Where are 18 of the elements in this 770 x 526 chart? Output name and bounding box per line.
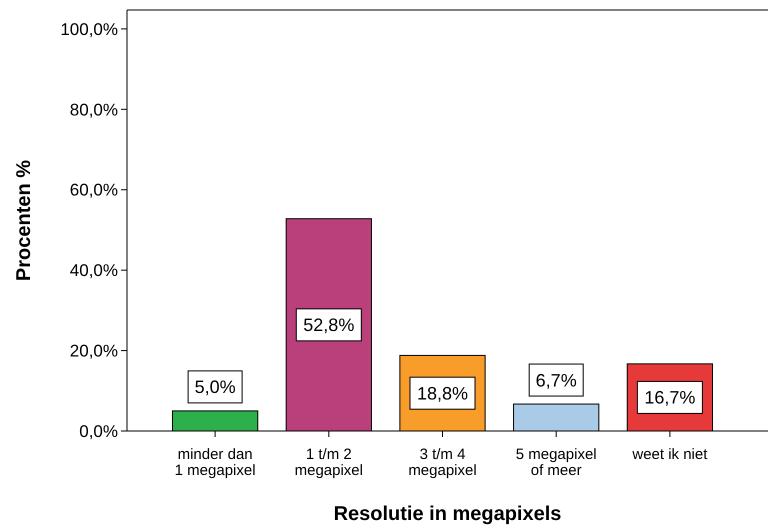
x-axis-title: Resolutie in megapixels <box>334 503 562 525</box>
y-tick-label: 100,0% <box>60 20 118 39</box>
data-label: 52,8% <box>303 315 354 336</box>
x-tick-label: 1 t/m 2 megapixel <box>294 446 363 479</box>
x-tick-label: weet ik niet <box>631 446 708 463</box>
x-tick-label: 5 megapixel of meer <box>516 446 597 479</box>
x-tick-label: minder dan 1 megapixel <box>174 446 256 479</box>
y-tick-label: 40,0% <box>70 261 118 280</box>
y-tick-label: 60,0% <box>70 180 118 200</box>
y-tick-label: 20,0% <box>70 342 118 361</box>
data-label: 18,8% <box>416 384 468 404</box>
data-label: 6,7% <box>536 370 577 390</box>
y-tick-label: 80,0% <box>70 100 118 120</box>
y-axis-title: Procenten % <box>13 160 35 282</box>
data-label: 16,7% <box>644 388 696 408</box>
x-tick-label: 3 t/m 4 megapixel <box>408 446 477 479</box>
data-label: 5,0% <box>194 377 236 398</box>
y-tick-label: 0,0% <box>79 422 118 441</box>
